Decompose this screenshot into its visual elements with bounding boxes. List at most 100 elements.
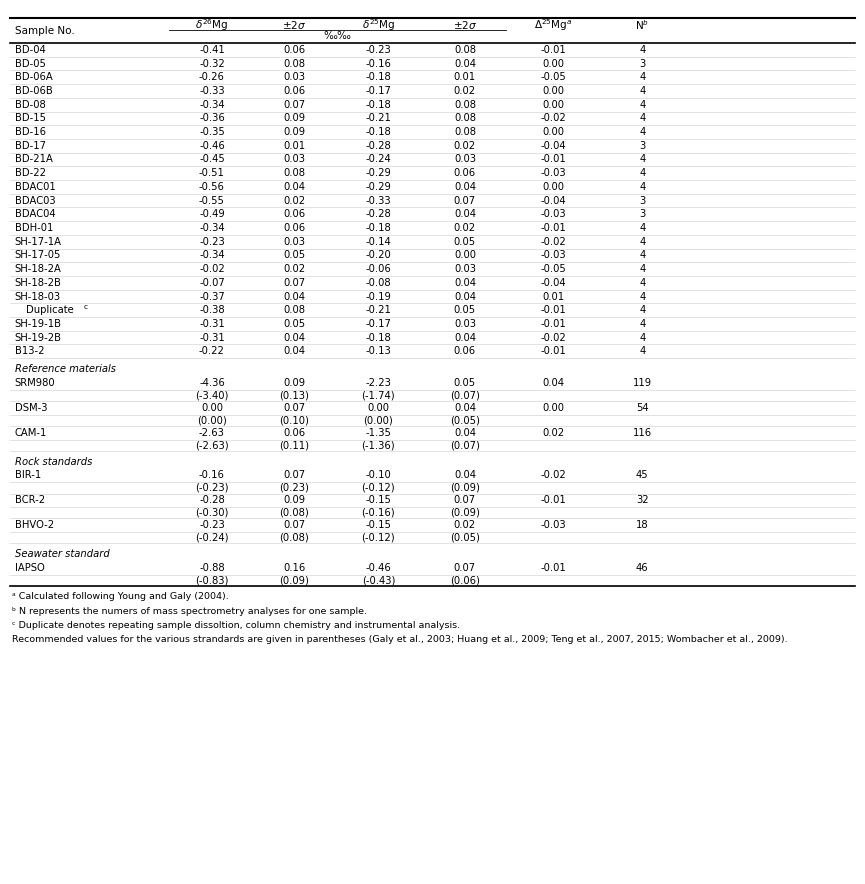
Text: 0.04: 0.04 <box>454 428 476 438</box>
Text: SH-18-2A: SH-18-2A <box>15 264 61 274</box>
Text: -0.18: -0.18 <box>366 332 391 343</box>
Text: 0.06: 0.06 <box>283 45 305 55</box>
Text: 0.01: 0.01 <box>542 292 565 301</box>
Text: 0.06: 0.06 <box>283 86 305 96</box>
Text: (-0.83): (-0.83) <box>195 575 228 585</box>
Text: N$^b$: N$^b$ <box>635 19 650 32</box>
Text: 0.06: 0.06 <box>283 223 305 233</box>
Text: 0.06: 0.06 <box>283 210 305 219</box>
Text: 0.08: 0.08 <box>283 58 305 69</box>
Text: 0.00: 0.00 <box>542 86 565 96</box>
Text: -0.21: -0.21 <box>366 305 391 316</box>
Text: -0.36: -0.36 <box>199 113 225 124</box>
Text: (-0.12): (-0.12) <box>362 483 395 493</box>
Text: 0.07: 0.07 <box>283 521 305 530</box>
Text: -0.18: -0.18 <box>366 223 391 233</box>
Text: 4: 4 <box>639 292 645 301</box>
Text: -0.29: -0.29 <box>366 182 391 192</box>
Text: CAM-1: CAM-1 <box>15 428 47 438</box>
Text: BD-17: BD-17 <box>15 141 46 151</box>
Text: -0.26: -0.26 <box>199 72 225 82</box>
Text: -0.34: -0.34 <box>199 250 225 261</box>
Text: 0.00: 0.00 <box>542 127 565 137</box>
Text: 0.02: 0.02 <box>542 428 565 438</box>
Text: 3: 3 <box>639 58 645 69</box>
Text: -0.15: -0.15 <box>366 521 391 530</box>
Text: -0.88: -0.88 <box>199 563 225 573</box>
Text: BDAC01: BDAC01 <box>15 182 55 192</box>
Text: -2.63: -2.63 <box>199 428 225 438</box>
Text: -0.38: -0.38 <box>199 305 225 316</box>
Text: -0.18: -0.18 <box>366 100 391 110</box>
Text: Recommended values for the various strandards are given in parentheses (Galy et : Recommended values for the various stran… <box>12 635 788 644</box>
Text: c: c <box>84 304 88 310</box>
Text: -0.01: -0.01 <box>541 495 567 506</box>
Text: 0.04: 0.04 <box>283 292 305 301</box>
Text: -0.04: -0.04 <box>541 278 567 288</box>
Text: -0.17: -0.17 <box>366 86 391 96</box>
Text: 0.01: 0.01 <box>283 141 305 151</box>
Text: 0.08: 0.08 <box>454 45 476 55</box>
Text: 0.04: 0.04 <box>454 332 476 343</box>
Text: 0.04: 0.04 <box>454 210 476 219</box>
Text: 45: 45 <box>636 470 649 481</box>
Text: -0.01: -0.01 <box>541 155 567 164</box>
Text: -0.05: -0.05 <box>541 72 567 82</box>
Text: -0.17: -0.17 <box>366 319 391 329</box>
Text: -0.46: -0.46 <box>366 563 391 573</box>
Text: -0.34: -0.34 <box>199 100 225 110</box>
Text: 4: 4 <box>639 319 645 329</box>
Text: 0.04: 0.04 <box>454 278 476 288</box>
Text: 4: 4 <box>639 127 645 137</box>
Text: Seawater standard: Seawater standard <box>15 549 110 560</box>
Text: -0.46: -0.46 <box>199 141 225 151</box>
Text: -0.01: -0.01 <box>541 305 567 316</box>
Text: -0.02: -0.02 <box>541 113 567 124</box>
Text: BD-21A: BD-21A <box>15 155 53 164</box>
Text: -0.10: -0.10 <box>366 470 391 481</box>
Text: -0.18: -0.18 <box>366 127 391 137</box>
Text: -0.28: -0.28 <box>199 495 225 506</box>
Text: 4: 4 <box>639 237 645 247</box>
Text: 0.00: 0.00 <box>542 182 565 192</box>
Text: 0.16: 0.16 <box>283 563 305 573</box>
Text: -0.23: -0.23 <box>199 237 225 247</box>
Text: -2.23: -2.23 <box>366 377 391 388</box>
Text: -0.33: -0.33 <box>199 86 225 96</box>
Text: (-0.24): (-0.24) <box>195 533 228 543</box>
Text: 0.07: 0.07 <box>454 563 476 573</box>
Text: 54: 54 <box>636 403 649 413</box>
Text: 0.07: 0.07 <box>283 470 305 481</box>
Text: SH-19-2B: SH-19-2B <box>15 332 61 343</box>
Text: (0.08): (0.08) <box>279 533 309 543</box>
Text: (0.11): (0.11) <box>279 440 309 450</box>
Text: SRM980: SRM980 <box>15 377 55 388</box>
Text: B13-2: B13-2 <box>15 347 44 356</box>
Text: -0.02: -0.02 <box>541 470 567 481</box>
Text: (0.23): (0.23) <box>279 483 309 493</box>
Text: -0.31: -0.31 <box>199 332 225 343</box>
Text: BDAC04: BDAC04 <box>15 210 55 219</box>
Text: ᵇ N represents the numers of mass spectrometry analyses for one sample.: ᵇ N represents the numers of mass spectr… <box>12 606 367 615</box>
Text: 0.04: 0.04 <box>542 377 565 388</box>
Text: (0.13): (0.13) <box>279 391 309 400</box>
Text: -0.03: -0.03 <box>541 521 567 530</box>
Text: SH-18-03: SH-18-03 <box>15 292 61 301</box>
Text: 0.06: 0.06 <box>283 428 305 438</box>
Text: -0.05: -0.05 <box>541 264 567 274</box>
Text: -0.02: -0.02 <box>541 237 567 247</box>
Text: 4: 4 <box>639 86 645 96</box>
Text: 4: 4 <box>639 72 645 82</box>
Text: Reference materials: Reference materials <box>15 364 116 374</box>
Text: 0.03: 0.03 <box>283 72 305 82</box>
Text: 0.04: 0.04 <box>283 347 305 356</box>
Text: -0.28: -0.28 <box>366 210 391 219</box>
Text: 0.03: 0.03 <box>283 237 305 247</box>
Text: BIR-1: BIR-1 <box>15 470 41 481</box>
Text: BD-15: BD-15 <box>15 113 46 124</box>
Text: -0.34: -0.34 <box>199 223 225 233</box>
Text: -0.19: -0.19 <box>366 292 391 301</box>
Text: 0.04: 0.04 <box>454 403 476 413</box>
Text: 0.01: 0.01 <box>454 72 476 82</box>
Text: 0.05: 0.05 <box>454 377 476 388</box>
